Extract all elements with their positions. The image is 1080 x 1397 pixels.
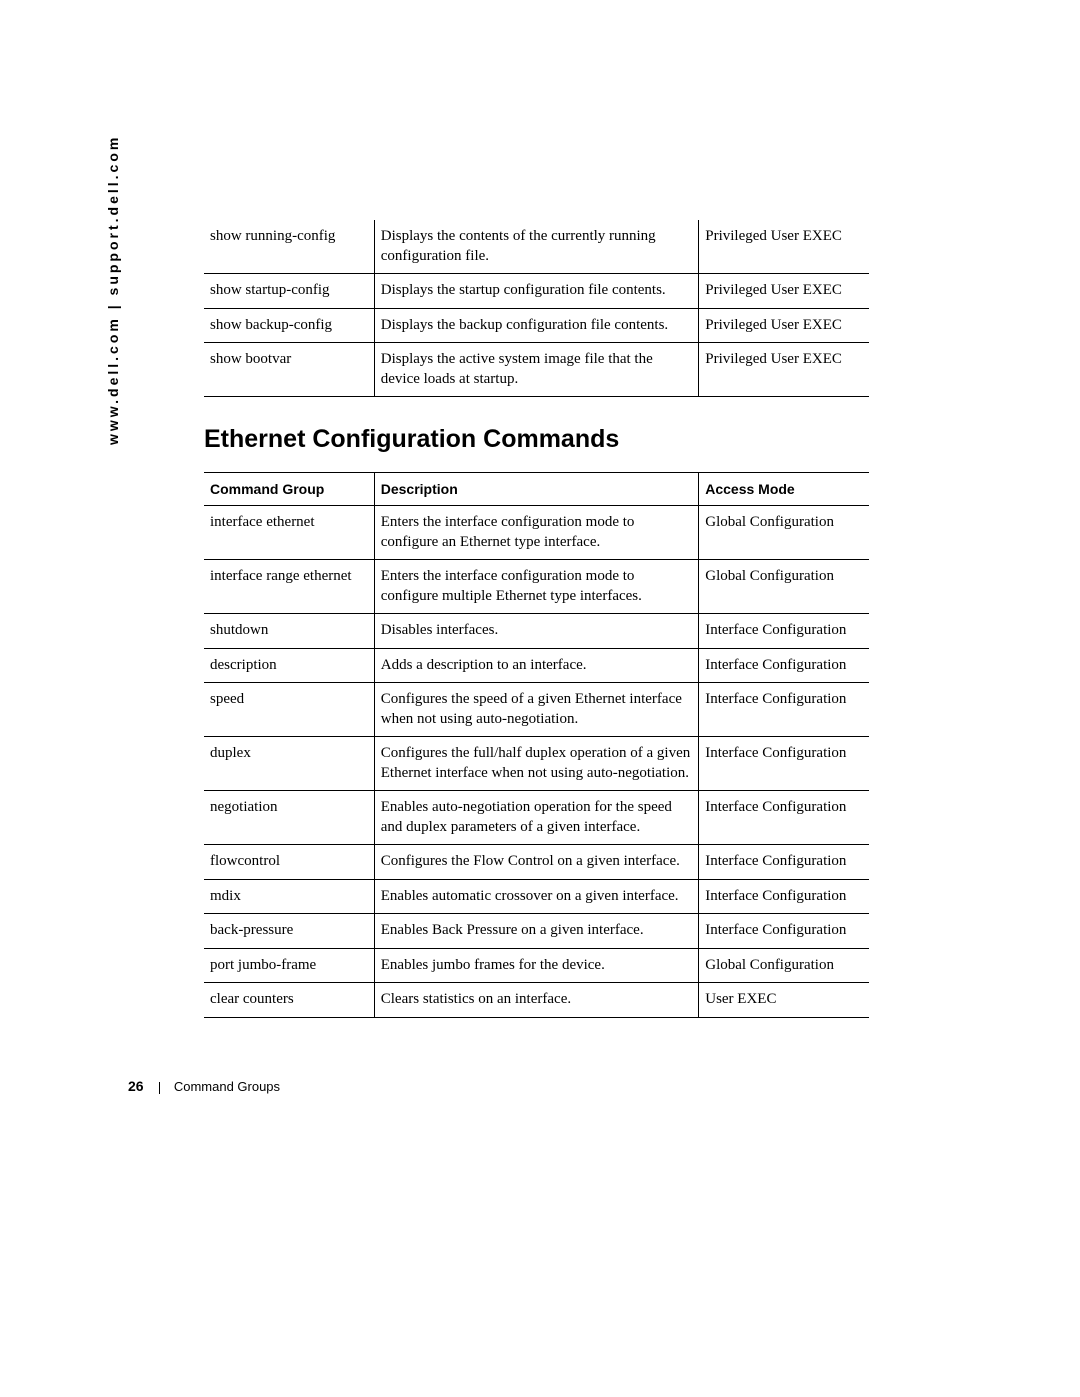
page-footer: 26 Command Groups: [128, 1078, 280, 1094]
table-cell-mode: Interface Configuration: [699, 914, 869, 949]
table-cell-desc: Enables jumbo frames for the device.: [374, 948, 698, 983]
table-cell-cmd: description: [204, 648, 374, 683]
table-cell-cmd: back-pressure: [204, 914, 374, 949]
table-cell-desc: Configures the speed of a given Ethernet…: [374, 683, 698, 737]
table-cell-mode: Global Configuration: [699, 506, 869, 560]
table-cell-mode: Interface Configuration: [699, 614, 869, 649]
config-show-commands-table: show running-config Displays the content…: [204, 220, 869, 397]
table-cell-desc: Displays the active system image file th…: [374, 343, 698, 397]
table-cell-cmd: show bootvar: [204, 343, 374, 397]
table-cell-desc: Displays the contents of the currently r…: [374, 220, 698, 274]
table-cell-cmd: port jumbo-frame: [204, 948, 374, 983]
footer-divider: [159, 1082, 160, 1094]
table-cell-mode: Interface Configuration: [699, 648, 869, 683]
page-number: 26: [128, 1078, 144, 1094]
ethernet-commands-table: Command Group Description Access Mode in…: [204, 472, 869, 1018]
table-cell-desc: Enables Back Pressure on a given interfa…: [374, 914, 698, 949]
table-cell-mode: Interface Configuration: [699, 737, 869, 791]
table-cell-mode: Privileged User EXEC: [699, 343, 869, 397]
table-cell-cmd: speed: [204, 683, 374, 737]
table-cell-cmd: negotiation: [204, 791, 374, 845]
table-cell-mode: Global Configuration: [699, 560, 869, 614]
table-cell-cmd: duplex: [204, 737, 374, 791]
table-cell-desc: Enables auto-negotiation operation for t…: [374, 791, 698, 845]
table-cell-desc: Configures the Flow Control on a given i…: [374, 845, 698, 880]
table-cell-desc: Displays the startup configuration file …: [374, 274, 698, 309]
table-cell-cmd: flowcontrol: [204, 845, 374, 880]
table-header-description: Description: [374, 473, 698, 506]
section-title-ethernet: Ethernet Configuration Commands: [204, 425, 869, 454]
table-cell-desc: Clears statistics on an interface.: [374, 983, 698, 1018]
table-cell-cmd: interface ethernet: [204, 506, 374, 560]
table-cell-mode: Global Configuration: [699, 948, 869, 983]
table-cell-mode: Privileged User EXEC: [699, 308, 869, 343]
table-cell-mode: Interface Configuration: [699, 845, 869, 880]
table-cell-cmd: mdix: [204, 879, 374, 914]
table-cell-desc: Enters the interface configuration mode …: [374, 506, 698, 560]
table-cell-cmd: interface range ethernet: [204, 560, 374, 614]
table-cell-mode: Privileged User EXEC: [699, 274, 869, 309]
table-cell-cmd: clear counters: [204, 983, 374, 1018]
table-cell-mode: Interface Configuration: [699, 879, 869, 914]
table-cell-desc: Enables automatic crossover on a given i…: [374, 879, 698, 914]
table-cell-cmd: shutdown: [204, 614, 374, 649]
table-cell-mode: User EXEC: [699, 983, 869, 1018]
table-cell-cmd: show backup-config: [204, 308, 374, 343]
table-header-command-group: Command Group: [204, 473, 374, 506]
sidebar-url-text: www.dell.com | support.dell.com: [105, 135, 121, 445]
page-content: show running-config Displays the content…: [204, 220, 869, 1018]
table-cell-desc: Disables interfaces.: [374, 614, 698, 649]
table-cell-mode: Interface Configuration: [699, 791, 869, 845]
table-cell-desc: Displays the backup configuration file c…: [374, 308, 698, 343]
table-cell-desc: Configures the full/half duplex operatio…: [374, 737, 698, 791]
table-header-access-mode: Access Mode: [699, 473, 869, 506]
table-cell-mode: Interface Configuration: [699, 683, 869, 737]
table-cell-mode: Privileged User EXEC: [699, 220, 869, 274]
table-cell-cmd: show running-config: [204, 220, 374, 274]
table-cell-cmd: show startup-config: [204, 274, 374, 309]
table-cell-desc: Enters the interface configuration mode …: [374, 560, 698, 614]
table-cell-desc: Adds a description to an interface.: [374, 648, 698, 683]
footer-section-name: Command Groups: [174, 1079, 280, 1094]
